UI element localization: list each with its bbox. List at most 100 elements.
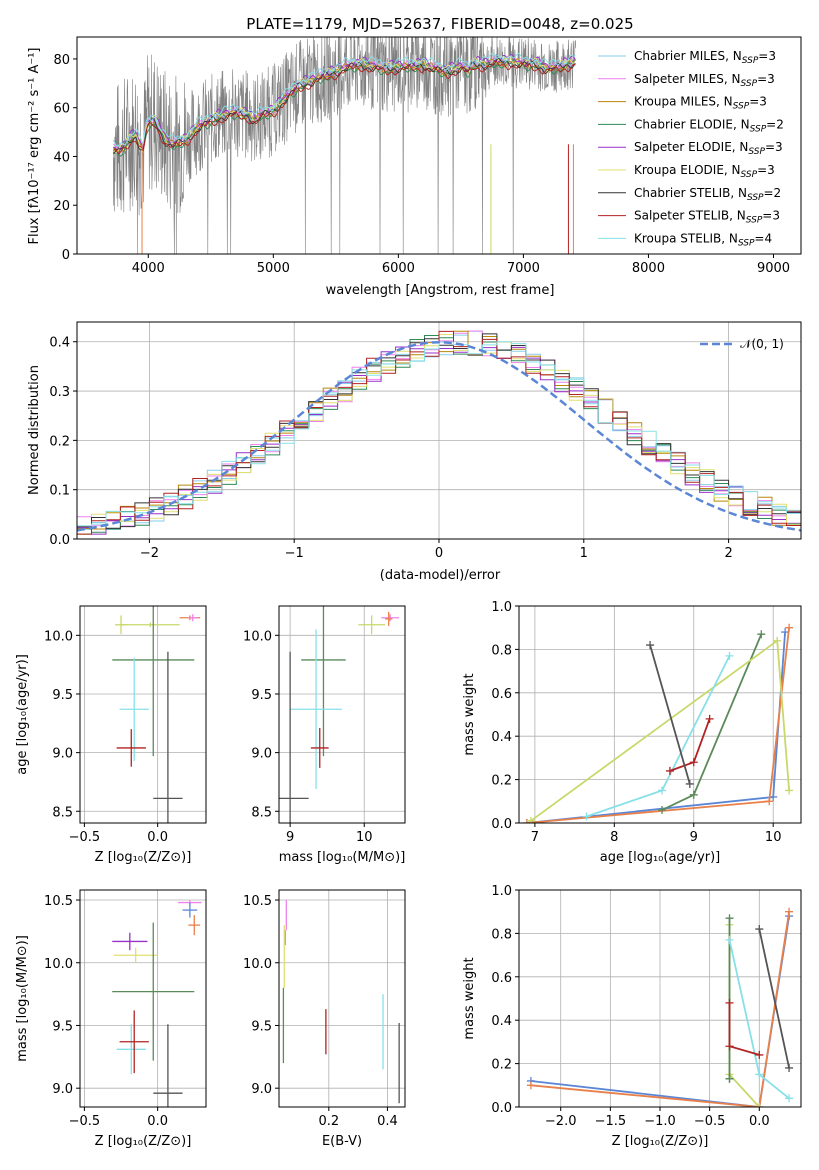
y-tick-label: 80	[53, 53, 70, 68]
plus-marker	[725, 998, 734, 1007]
legend-value: =2	[766, 117, 784, 131]
residual-histogram	[77, 341, 801, 539]
legend-subscript: SSP	[750, 124, 767, 134]
y-tick-label: 0.1	[49, 484, 70, 499]
massweight-line	[530, 911, 790, 1107]
x-tick-label: 9000	[757, 261, 790, 276]
plus-marker	[785, 907, 794, 916]
x-axis-label: E(B-V)	[322, 1134, 362, 1149]
legend-label: Kroupa MILES, NSSP=3	[634, 95, 767, 112]
legend-text: Chabrier STELIB, N	[634, 186, 747, 200]
histogram-plot-area	[77, 330, 801, 539]
legend-value: =3	[749, 95, 767, 109]
massweight-plot-area	[522, 623, 794, 823]
legend-label: Salpeter STELIB, NSSP=3	[634, 209, 780, 226]
plus-marker	[657, 786, 666, 795]
legend-label: Kroupa STELIB, NSSP=4	[634, 231, 772, 248]
x-tick-label: 0.0	[147, 1114, 168, 1129]
legend-subscript: SSP	[741, 170, 758, 180]
x-tick-label: 8	[610, 830, 618, 845]
y-axis-label: mass weight	[462, 957, 477, 1039]
model-spectrum-line	[112, 55, 576, 154]
x-tick-label: 9	[286, 830, 294, 845]
massweight-line	[758, 928, 790, 1069]
y-tick-label: 10.5	[44, 894, 73, 909]
y-tick-label: 0.2	[49, 434, 70, 449]
x-tick-label: −0.5	[694, 1114, 726, 1129]
y-tick-label: 0.0	[491, 817, 512, 832]
y-tick-label: 9.0	[251, 747, 272, 762]
y-tick-label: 1.0	[491, 600, 512, 615]
model-spectrum-line	[113, 59, 576, 157]
y-tick-label: 0.6	[491, 687, 512, 702]
y-tick-label: 10.0	[243, 957, 272, 972]
age-vs-mass-panel: 9 10 8.5 9.0 9.5 10.0 mass [log₁₀(M/M⊙)]	[243, 605, 406, 865]
x-tick-label: −0.5	[69, 1114, 101, 1129]
plus-marker	[725, 935, 734, 944]
plus-marker	[526, 1081, 535, 1090]
x-tick-label: 0.4	[377, 1114, 398, 1129]
y-tick-label: 0.4	[491, 1014, 512, 1029]
plus-marker	[725, 651, 734, 660]
massweight-line	[661, 633, 763, 811]
massweight-line	[649, 644, 691, 785]
x-axis-label: Z [log₁₀(Z/Z⊙)]	[95, 1134, 192, 1149]
y-tick-label: 8.5	[52, 805, 73, 820]
plus-marker	[725, 1042, 734, 1051]
x-axis-label: age [log₁₀(age/yr)]	[600, 850, 721, 865]
legend-label: Salpeter ELODIE, NSSP=3	[634, 140, 783, 157]
plus-marker	[757, 630, 766, 639]
y-tick-label: 0.0	[49, 533, 70, 548]
legend-value: =3	[757, 72, 775, 86]
legend-value: =4	[754, 231, 772, 245]
plus-marker	[685, 779, 694, 788]
x-tick-label: −1	[285, 546, 304, 561]
legend-value: =3	[757, 163, 775, 177]
y-tick-label: 0.4	[49, 336, 70, 351]
x-tick-label: 6000	[382, 261, 415, 276]
legend-subscript: SSP	[748, 147, 765, 157]
y-tick-label: 20	[53, 199, 70, 214]
plus-marker	[705, 714, 714, 723]
legend-subscript: SSP	[733, 102, 750, 112]
y-tick-label: 0.8	[491, 643, 512, 658]
y-tick-label: 9.0	[251, 1082, 272, 1097]
residual-histogram	[77, 330, 801, 539]
model-spectrum-line	[112, 52, 576, 148]
plus-marker	[665, 766, 674, 775]
legend-value: =2	[764, 186, 782, 200]
x-tick-label: −2	[140, 546, 159, 561]
axes-frame	[278, 889, 406, 1108]
y-tick-label: 0.8	[491, 927, 512, 942]
errorbar-plot-area	[279, 606, 400, 823]
legend-subscript: SSP	[742, 56, 759, 66]
normal-curve	[77, 340, 801, 532]
axes-frame	[76, 36, 802, 255]
legend-subscript: SSP	[746, 216, 763, 226]
plus-marker	[785, 623, 794, 632]
plus-marker	[725, 914, 734, 923]
y-tick-label: 0.2	[491, 1058, 512, 1073]
x-tick-label: 2	[724, 546, 732, 561]
y-tick-label: 9.5	[52, 688, 73, 703]
x-tick-label: 7	[531, 830, 539, 845]
plus-marker	[689, 790, 698, 799]
x-tick-label: −1.5	[595, 1114, 627, 1129]
legend-subscript: SSP	[747, 193, 764, 203]
plus-marker	[773, 636, 782, 645]
y-axis-label: age [log₁₀(age/yr)]	[15, 654, 30, 775]
errorbar-plot-area	[112, 606, 201, 823]
legend-label: Chabrier MILES, NSSP=3	[634, 49, 776, 66]
x-axis-label: (data-model)/error	[380, 568, 501, 583]
observed-spectrum-line	[113, 37, 577, 254]
legend-text: Salpeter STELIB, N	[634, 209, 746, 223]
plus-marker	[785, 786, 794, 795]
plus-marker	[646, 641, 655, 650]
x-axis-label: mass [log₁₀(M/M⊙)]	[279, 850, 406, 865]
y-tick-label: 0.2	[491, 774, 512, 789]
mass-vs-metallicity-panel: −0.5 0.0 9.0 9.5 10.0 10.5 Z [log₁₀(Z/Z⊙)] mass…	[15, 889, 207, 1149]
legend-value: =3	[758, 49, 776, 63]
axes-frame	[518, 605, 802, 824]
spectrum-panel: 4000 5000 6000 7000 8000 9000 0 20 40 60 80 wavelen…	[27, 36, 802, 298]
